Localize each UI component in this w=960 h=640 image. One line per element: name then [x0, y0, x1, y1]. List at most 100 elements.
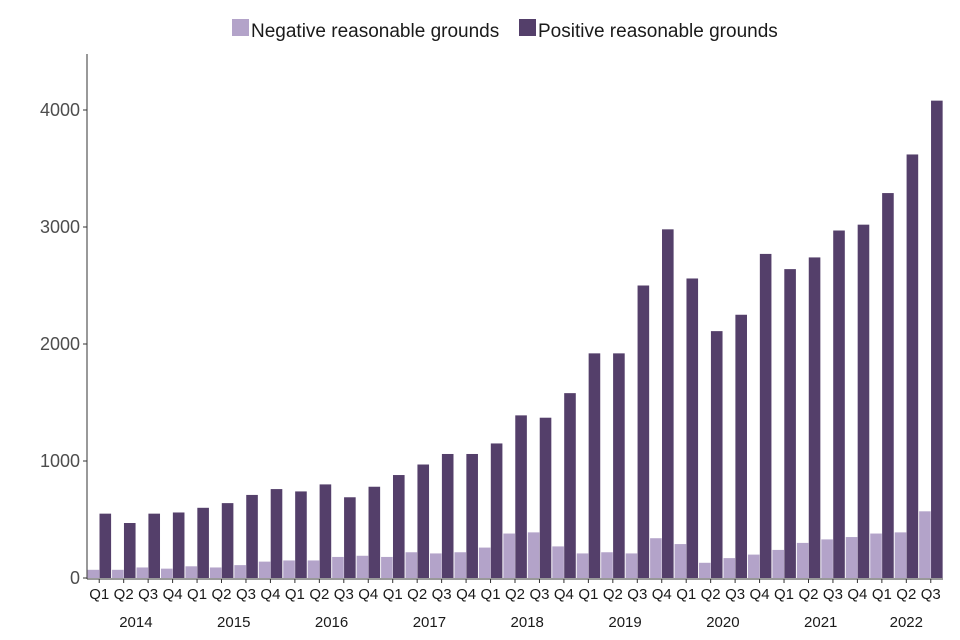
x-tick-label-28: Q1 [774, 586, 794, 603]
x-tick-label-5: Q2 [212, 586, 232, 603]
year-label-2019: 2019 [608, 614, 641, 631]
bar-positive-2 [148, 513, 161, 578]
legend-swatch-negative [232, 19, 249, 36]
year-labels: 2014 2015 2016 2017 2018 2019 2020 2021 2022 [119, 614, 923, 631]
bar-positive-10 [344, 497, 356, 578]
year-label-2017: 2017 [413, 614, 446, 631]
bar-positive-18 [539, 417, 552, 578]
bar-negative-1 [112, 569, 124, 578]
bar-negative-33 [894, 532, 907, 578]
x-tick-label-29: Q2 [798, 586, 818, 603]
bar-positive-13 [417, 464, 430, 578]
bar-negative-16 [478, 547, 491, 578]
x-tick-label-31: Q4 [847, 586, 867, 603]
bar-negative-27 [747, 554, 760, 578]
bar-positive-1 [123, 523, 136, 578]
year-label-2020: 2020 [706, 614, 739, 631]
bar-positive-30 [833, 230, 845, 578]
x-tick-label-32: Q1 [872, 586, 892, 603]
bar-positive-24 [686, 278, 699, 578]
bar-positive-26 [735, 314, 747, 578]
x-ticks: Q1 Q2 Q3 Q4 Q1 Q2 Q3 Q4 Q1 Q2 Q3 Q4 Q1 Q2 Q3 Q4 Q1 Q2 Q3 Q4… [89, 579, 941, 603]
legend: Negative reasonable grounds Positive rea… [232, 19, 778, 42]
bar-positive-7 [270, 489, 283, 578]
year-label-2016: 2016 [315, 614, 348, 631]
bar-positive-31 [857, 224, 870, 578]
bar-negative-25 [699, 562, 711, 578]
bar-negative-11 [356, 555, 369, 578]
bar-negative-29 [796, 542, 809, 578]
legend-label-positive: Positive reasonable grounds [538, 21, 778, 42]
bar-positive-0 [99, 513, 112, 578]
x-tick-label-16: Q1 [481, 586, 501, 603]
x-tick-label-2: Q3 [138, 586, 158, 603]
year-label-2018: 2018 [511, 614, 544, 631]
bar-positive-6 [246, 494, 258, 578]
year-label-2022: 2022 [890, 614, 923, 631]
bar-negative-24 [674, 544, 687, 578]
x-tick-label-9: Q2 [309, 586, 329, 603]
bar-positive-16 [490, 443, 503, 578]
x-tick-label-34: Q3 [921, 586, 941, 603]
year-label-2015: 2015 [217, 614, 250, 631]
bar-negative-12 [381, 556, 393, 578]
x-tick-label-7: Q4 [260, 586, 280, 603]
bar-positive-34 [931, 100, 943, 578]
x-tick-label-3: Q4 [163, 586, 183, 603]
bar-negative-9 [307, 560, 320, 578]
x-tick-label-0: Q1 [89, 586, 109, 603]
bar-positive-8 [295, 491, 307, 578]
bar-negative-31 [845, 537, 858, 578]
x-tick-label-12: Q1 [383, 586, 403, 603]
x-tick-label-27: Q4 [750, 586, 770, 603]
x-tick-label-6: Q3 [236, 586, 256, 603]
bar-negative-17 [503, 533, 515, 578]
y-tick-label-1000: 1000 [40, 451, 80, 471]
x-tick-label-8: Q1 [285, 586, 305, 603]
x-tick-label-20: Q1 [578, 586, 598, 603]
x-tick-label-21: Q2 [603, 586, 623, 603]
legend-swatch-positive [519, 19, 536, 36]
bar-negative-20 [576, 553, 589, 578]
bar-negative-21 [601, 552, 613, 578]
bar-negative-26 [723, 558, 736, 578]
bar-positive-19 [564, 393, 576, 578]
bar-positive-9 [319, 484, 332, 578]
bar-positive-20 [588, 353, 601, 578]
y-ticks: 0 1000 2000 3000 4000 [40, 100, 87, 588]
y-tick-label-3000: 3000 [40, 217, 80, 237]
bar-negative-30 [821, 539, 833, 578]
bar-negative-34 [919, 511, 931, 578]
x-tick-label-33: Q2 [896, 586, 916, 603]
bars [87, 100, 943, 578]
x-tick-label-18: Q3 [529, 586, 549, 603]
bar-positive-27 [759, 253, 772, 578]
bar-negative-6 [234, 565, 246, 578]
bar-negative-28 [772, 549, 784, 578]
bar-positive-28 [784, 269, 796, 578]
x-tick-label-13: Q2 [407, 586, 427, 603]
x-tick-label-14: Q3 [432, 586, 452, 603]
bar-negative-3 [160, 568, 173, 578]
year-label-2014: 2014 [119, 614, 152, 631]
x-tick-label-10: Q3 [334, 586, 354, 603]
bar-negative-10 [332, 556, 344, 578]
bar-positive-22 [637, 285, 650, 578]
bar-negative-22 [625, 553, 638, 578]
bar-positive-33 [906, 154, 919, 578]
bar-positive-17 [515, 415, 527, 578]
x-tick-label-1: Q2 [114, 586, 134, 603]
bar-positive-5 [221, 503, 234, 578]
x-tick-label-23: Q4 [652, 586, 672, 603]
bar-negative-7 [258, 561, 271, 578]
bar-positive-12 [392, 475, 405, 578]
y-tick-label-4000: 4000 [40, 100, 80, 120]
bar-negative-5 [209, 567, 222, 578]
bar-positive-23 [662, 229, 674, 578]
x-tick-label-4: Q1 [187, 586, 207, 603]
year-label-2021: 2021 [804, 614, 837, 631]
x-tick-label-22: Q3 [627, 586, 647, 603]
bar-positive-21 [613, 353, 625, 578]
